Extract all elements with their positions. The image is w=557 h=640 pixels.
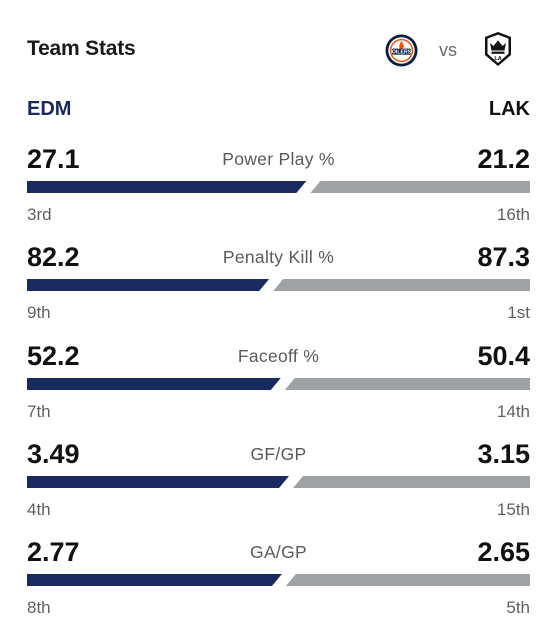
away-stat-value: 3.15 [477, 439, 530, 469]
versus-label: vs [439, 40, 457, 60]
stat-comparison-bar [27, 574, 530, 586]
home-stat-value: 82.2 [27, 242, 80, 272]
stat-label: Penalty Kill % [222, 247, 335, 267]
stat-comparison-bar [27, 476, 530, 488]
stat-faceoff: 52.2 Faceoff % 50.4 7th 14th [27, 340, 530, 430]
away-stat-rank: 15th [496, 500, 530, 519]
home-bar [27, 279, 270, 291]
home-stat-rank: 3rd [27, 205, 52, 224]
stat-label: GA/GP [250, 542, 307, 562]
stat-penalty-kill: 82.2 Penalty Kill % 87.3 9th 1st [27, 241, 530, 331]
home-bar [27, 574, 282, 586]
away-stat-value: 2.65 [477, 537, 530, 567]
away-bar [293, 476, 530, 488]
stat-comparison-bar [27, 378, 530, 390]
home-stat-value: 27.1 [27, 144, 80, 174]
home-bar [27, 476, 290, 488]
away-team-abbr: LAK [488, 98, 530, 120]
away-stat-rank: 16th [496, 205, 530, 224]
away-bar [273, 279, 530, 291]
home-bar [27, 181, 307, 193]
home-stat-rank: 4th [27, 500, 51, 519]
stat-label: GF/GP [250, 444, 307, 464]
home-stat-value: 52.2 [27, 341, 80, 371]
kings-logo-icon: LA [485, 32, 511, 66]
away-stat-rank: 5th [506, 598, 530, 617]
team-stats-header: Team Stats OILERS vs LA [27, 32, 530, 67]
home-stat-rank: 9th [27, 303, 51, 322]
section-title: Team Stats [27, 37, 136, 60]
oilers-logo-icon: OILERS [385, 34, 418, 67]
away-stat-rank: 1st [507, 303, 530, 322]
home-stat-rank: 8th [27, 598, 51, 617]
stat-label: Faceoff % [237, 346, 320, 366]
away-stat-value: 50.4 [477, 341, 530, 371]
svg-text:OILERS: OILERS [392, 49, 412, 55]
home-stat-value: 2.77 [27, 537, 80, 567]
away-stat-value: 87.3 [477, 242, 530, 272]
stat-label: Power Play % [222, 149, 335, 169]
home-team-abbr: EDM [27, 98, 72, 120]
stat-comparison-bar [27, 181, 530, 193]
home-bar [27, 378, 281, 390]
stat-comparison-bar [27, 279, 530, 291]
away-bar [310, 181, 530, 193]
stat-power-play: 27.1 Power Play % 21.2 3rd 16th [27, 143, 530, 233]
away-bar [284, 378, 530, 390]
away-stat-rank: 14th [496, 402, 530, 421]
away-bar [285, 574, 530, 586]
stat-goals-for-per-game: 3.49 GF/GP 3.15 4th 15th [27, 438, 530, 528]
away-stat-value: 21.2 [477, 144, 530, 174]
stat-goals-against-per-game: 2.77 GA/GP 2.65 8th 5th [27, 536, 530, 626]
home-stat-rank: 7th [27, 402, 51, 421]
svg-text:LA: LA [494, 56, 501, 62]
home-stat-value: 3.49 [27, 439, 80, 469]
